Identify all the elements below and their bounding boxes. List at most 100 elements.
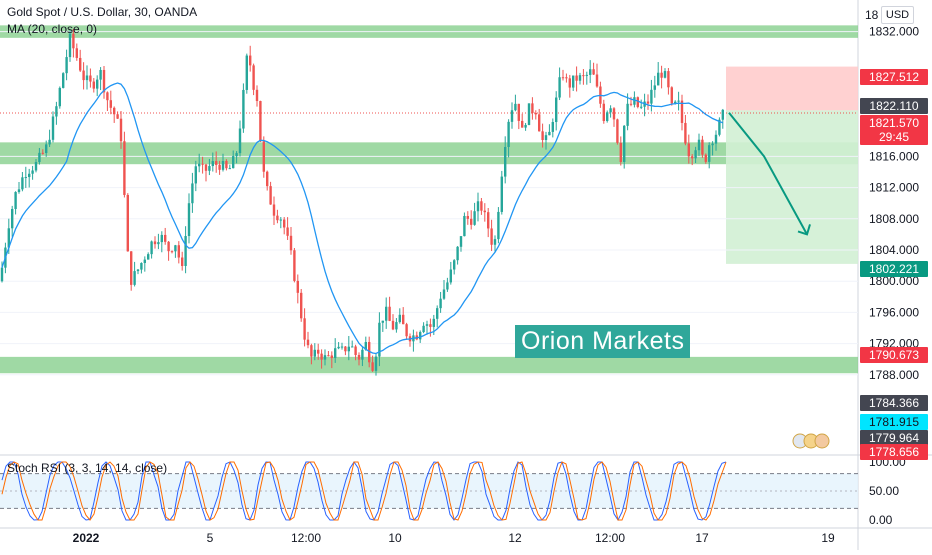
candle	[425, 320, 429, 335]
candle	[89, 68, 92, 88]
candle-body	[133, 271, 136, 285]
candle	[687, 134, 690, 164]
price-label-text: 1821.570	[869, 116, 919, 130]
candle	[490, 219, 493, 252]
arrow-shaft	[728, 112, 808, 235]
candle-body	[697, 139, 701, 151]
candle-body	[164, 234, 167, 242]
candle	[259, 100, 262, 143]
stoch-d-line	[1, 461, 727, 521]
candle	[626, 93, 629, 131]
candle	[374, 353, 378, 376]
candle	[714, 130, 718, 151]
price-label-text: 1827.512	[869, 70, 919, 84]
candle	[351, 340, 354, 348]
candle-body	[201, 163, 204, 165]
price-label-bg	[860, 444, 928, 460]
candle	[85, 65, 89, 90]
candle-body	[279, 219, 282, 221]
candle-body	[684, 122, 687, 144]
candle-body	[194, 166, 197, 184]
candle	[21, 172, 24, 192]
candle	[106, 91, 109, 112]
candle	[623, 124, 626, 169]
candle-body	[572, 75, 575, 88]
candle-body	[24, 177, 27, 179]
zone-band	[0, 356, 858, 374]
price-label-bg	[860, 347, 928, 363]
candle-body	[524, 124, 527, 128]
candle	[313, 343, 316, 361]
candle-body	[327, 355, 330, 357]
candle-body	[249, 55, 252, 66]
candle	[150, 240, 153, 259]
symbol-legend[interactable]: Gold Spot / U.S. Dollar, 30, OANDA	[7, 5, 198, 19]
candle	[446, 277, 449, 292]
ma-legend[interactable]: MA (20, close, 0)	[7, 22, 98, 36]
candle-body	[718, 119, 721, 135]
candle	[670, 86, 673, 106]
candle-body	[623, 125, 626, 162]
candle-body	[357, 354, 361, 360]
candle-body	[31, 170, 34, 174]
candle	[439, 291, 442, 313]
candle	[249, 45, 252, 72]
candle	[174, 244, 177, 258]
price-label-tag: 1779.964	[860, 430, 928, 446]
candle	[28, 168, 31, 188]
price-label-text: 1779.964	[869, 431, 919, 445]
candle	[289, 227, 293, 255]
candle-body	[704, 154, 707, 162]
candle-body	[140, 263, 143, 270]
candle-body	[500, 176, 503, 212]
candle-body	[371, 362, 374, 371]
candle-body	[555, 97, 558, 123]
candle	[266, 170, 269, 191]
candle-body	[558, 77, 561, 98]
candle	[194, 160, 197, 192]
candle-body	[653, 85, 656, 90]
candle-body	[663, 71, 667, 78]
candle	[65, 49, 68, 81]
candle	[684, 114, 687, 146]
candle-body	[296, 280, 299, 293]
candle	[51, 111, 55, 143]
candle-body	[255, 89, 259, 102]
stoch-legend[interactable]: Stoch RSI (3, 3, 14, 14, close)	[7, 461, 168, 475]
candle-body	[439, 298, 442, 309]
candle	[310, 343, 313, 365]
candle	[191, 172, 194, 213]
candle-body	[442, 289, 446, 299]
price-label-bg	[860, 69, 928, 85]
grid	[0, 31, 858, 376]
candle	[184, 226, 187, 274]
candle-body	[116, 114, 119, 119]
candle-body	[708, 145, 711, 162]
price-label-tag: 1802.221	[860, 261, 928, 277]
candle	[177, 241, 180, 264]
candle	[385, 297, 388, 329]
candle-body	[436, 308, 439, 319]
candle	[653, 75, 656, 98]
price-label-tag: 1784.366	[860, 395, 928, 411]
candle-body	[51, 116, 55, 140]
price-label-text: 1778.656	[869, 445, 919, 459]
candle-body	[575, 75, 578, 81]
candle	[215, 151, 218, 173]
time-tick-label: 2022	[73, 531, 100, 545]
candle	[701, 135, 704, 158]
candle-body	[531, 103, 534, 114]
candle	[442, 280, 446, 300]
candle	[130, 251, 133, 291]
currency-button[interactable]: USD	[881, 6, 914, 24]
candle-body	[626, 103, 629, 126]
candle	[245, 53, 248, 94]
event-flags-icon	[792, 433, 830, 449]
candle-body	[238, 128, 242, 154]
candle	[527, 103, 531, 126]
candle	[133, 261, 136, 287]
candle	[378, 312, 381, 367]
candle	[252, 63, 255, 96]
candle-body	[75, 48, 78, 58]
